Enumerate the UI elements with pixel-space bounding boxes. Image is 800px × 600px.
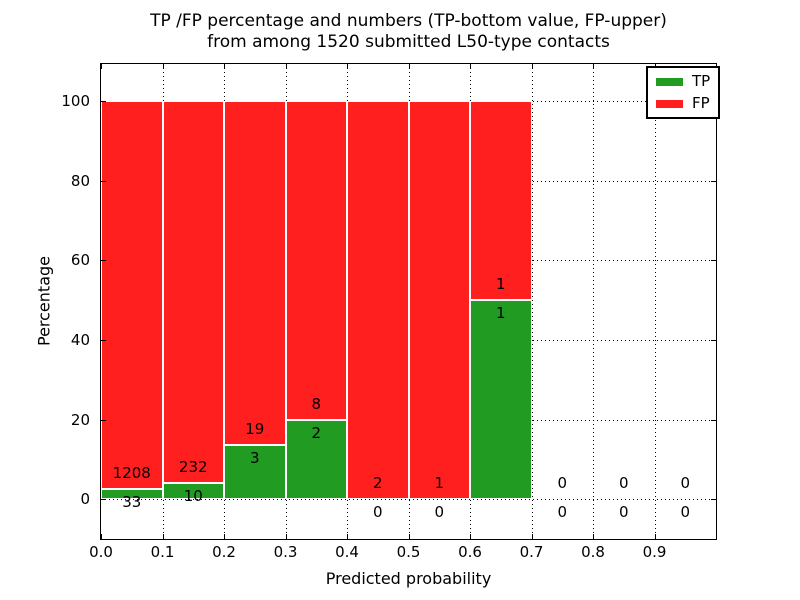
tick-mark-right — [711, 181, 716, 182]
bar-label-fp: 0 — [557, 474, 568, 493]
bar-segment-tp — [101, 488, 163, 500]
legend: TP FP — [646, 66, 721, 119]
bar-label-tp: 0 — [557, 503, 568, 522]
plot-area: 1208 33 232 10 19 3 8 2 2 0 1 0 1 1 0 0 0 0 0 0 — [100, 63, 717, 540]
x-tick-label: 0.2 — [212, 543, 236, 561]
tick-mark-left — [101, 181, 106, 182]
chart-title-line1: TP /FP percentage and numbers (TP-bottom… — [150, 11, 667, 31]
x-axis-label: Predicted probability — [325, 569, 492, 588]
bar-label-fp: 1208 — [112, 463, 151, 482]
legend-label-tp: TP — [692, 72, 711, 90]
y-tick-label: 100 — [61, 91, 90, 110]
tick-mark-bottom — [224, 534, 225, 539]
x-tick-label: 0.4 — [335, 543, 359, 561]
tick-mark-left — [101, 420, 106, 421]
bar-label-tp: 0 — [434, 503, 445, 522]
tick-mark-left — [101, 260, 106, 261]
gridline-vertical — [593, 64, 594, 539]
tick-mark-top — [470, 64, 471, 69]
x-tick-label: 0.6 — [458, 543, 482, 561]
bar-segment-fp — [470, 100, 532, 300]
tick-mark-top — [224, 64, 225, 69]
bar-label-fp: 1 — [434, 474, 445, 493]
tick-mark-top — [593, 64, 594, 69]
chart-title: TP /FP percentage and numbers (TP-bottom… — [100, 11, 717, 53]
y-tick-label: 60 — [70, 251, 90, 270]
legend-label-fp: FP — [692, 94, 710, 112]
tick-mark-top — [286, 64, 287, 69]
tick-mark-top — [163, 64, 164, 69]
bar-segment-fp — [224, 100, 286, 445]
bar-label-fp: 8 — [311, 394, 322, 413]
y-tick-label: 0 — [80, 490, 90, 509]
tick-mark-right — [711, 260, 716, 261]
bar-segment-fp — [285, 100, 347, 420]
x-tick-label: 0.7 — [519, 543, 544, 561]
y-tick-label: 80 — [70, 171, 90, 190]
tick-mark-left — [101, 101, 106, 102]
tick-mark-right — [711, 340, 716, 341]
bar-label-tp: 3 — [249, 448, 260, 467]
x-tick-label: 0.0 — [89, 543, 113, 561]
bar-segment-fp — [408, 100, 470, 500]
tick-mark-right — [711, 499, 716, 500]
bar-label-tp: 1 — [495, 304, 506, 322]
bar-label-fp: 0 — [680, 474, 691, 493]
legend-row-tp: TP — [656, 74, 710, 89]
tick-mark-bottom — [470, 534, 471, 539]
bar-label-fp: 19 — [245, 419, 265, 438]
tick-mark-top — [532, 64, 533, 69]
tick-mark-bottom — [163, 534, 164, 539]
x-tick-label: 0.3 — [273, 543, 298, 561]
bar-label-fp: 232 — [178, 457, 208, 476]
y-tick-label: 40 — [70, 330, 90, 349]
tick-mark-top — [347, 64, 348, 69]
legend-swatch-tp — [656, 77, 683, 86]
legend-row-fp: FP — [656, 96, 710, 111]
x-tick-label: 0.8 — [581, 543, 605, 561]
tick-mark-bottom — [286, 534, 287, 539]
tick-mark-bottom — [532, 534, 533, 539]
bar-label-tp: 33 — [122, 492, 142, 511]
bar-segment-tp — [162, 482, 224, 500]
bar-segment-tp — [224, 444, 286, 500]
bar-segment-fp — [162, 100, 224, 483]
bar-label-fp: 2 — [372, 474, 383, 493]
x-tick-label: 0.5 — [396, 543, 421, 561]
y-tick-label: 20 — [70, 410, 90, 429]
gridline-horizontal — [101, 499, 716, 501]
tick-mark-top — [409, 64, 410, 69]
bar-label-tp: 2 — [311, 423, 322, 442]
bar-segment-fp — [101, 100, 163, 489]
bar-label-tp: 0 — [680, 503, 691, 522]
tick-mark-bottom — [101, 534, 102, 539]
gridline-vertical — [655, 64, 656, 539]
bar-segment-tp — [285, 419, 347, 500]
tick-mark-bottom — [593, 534, 594, 539]
tick-mark-right — [711, 420, 716, 421]
tick-mark-bottom — [347, 534, 348, 539]
bar-label-fp: 0 — [618, 474, 629, 493]
tick-mark-bottom — [655, 534, 656, 539]
bar-segment-tp — [470, 300, 532, 500]
tick-mark-top — [101, 64, 102, 69]
x-tick-label: 0.1 — [150, 543, 175, 561]
chart-title-line2: from among 1520 submitted L50-type conta… — [207, 32, 610, 52]
bar-label-fp: 1 — [495, 275, 506, 293]
bar-label-tp: 10 — [183, 486, 203, 505]
tick-mark-left — [101, 499, 106, 500]
bar-label-tp: 0 — [372, 503, 383, 522]
bar-segment-fp — [347, 100, 409, 500]
x-tick-label: 0.9 — [642, 543, 667, 561]
gridline-vertical — [532, 64, 533, 539]
tick-mark-bottom — [409, 534, 410, 539]
bar-label-tp: 0 — [618, 503, 629, 522]
tick-mark-left — [101, 340, 106, 341]
legend-swatch-fp — [656, 99, 683, 108]
